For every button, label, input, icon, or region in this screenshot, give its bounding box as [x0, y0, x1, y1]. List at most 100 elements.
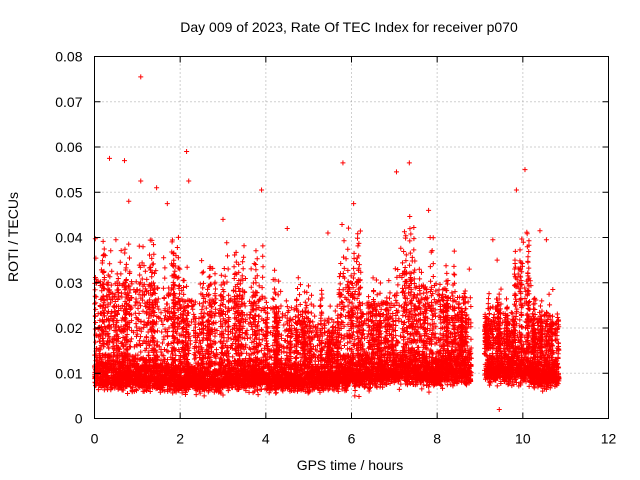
data-point: [212, 286, 218, 292]
data-point: [126, 241, 132, 247]
chart-title: Day 009 of 2023, Rate Of TEC Index for r…: [180, 19, 518, 35]
data-point: [295, 275, 301, 281]
data-point: [255, 392, 261, 398]
data-point: [213, 347, 219, 353]
data-point: [150, 261, 156, 267]
data-point: [130, 371, 136, 377]
data-point: [201, 310, 207, 316]
data-point: [197, 281, 203, 287]
data-point: [115, 287, 121, 293]
data-point: [125, 377, 131, 383]
data-point: [160, 285, 166, 291]
data-point: [159, 329, 165, 335]
data-point: [92, 287, 98, 293]
data-point: [200, 280, 206, 286]
data-point: [106, 353, 112, 359]
data-point: [183, 329, 189, 335]
data-point: [128, 336, 134, 342]
data-point: [140, 244, 146, 250]
data-point: [123, 276, 129, 282]
data-point: [260, 243, 266, 249]
data-point: [212, 271, 218, 277]
data-point: [231, 264, 237, 270]
data-point: [176, 291, 182, 297]
data-point: [190, 306, 196, 312]
data-point: [131, 388, 137, 394]
data-point: [270, 295, 276, 301]
data-point: [138, 349, 144, 355]
data-point: [180, 277, 186, 283]
data-point: [231, 276, 237, 282]
data-point: [271, 286, 277, 292]
data-point: [123, 261, 129, 267]
data-point: [99, 356, 105, 362]
data-point: [128, 384, 134, 390]
data-point: [175, 234, 181, 240]
data-point: [225, 332, 231, 338]
data-point: [271, 296, 277, 302]
data-point: [184, 264, 190, 270]
data-point: [133, 279, 139, 285]
data-point: [241, 254, 247, 260]
data-point: [222, 273, 228, 279]
data-point: [101, 387, 107, 393]
data-point: [136, 243, 142, 249]
data-point: [106, 367, 112, 373]
data-point: [161, 295, 167, 301]
data-point: [129, 387, 135, 393]
data-point: [149, 274, 155, 280]
data-point: [133, 321, 139, 327]
data-point: [93, 306, 99, 312]
data-point: [263, 338, 269, 344]
data-point: [226, 292, 232, 298]
data-point: [93, 339, 99, 345]
data-point: [335, 388, 341, 394]
data-point: [100, 238, 106, 244]
data-point: [199, 307, 205, 313]
data-point: [122, 250, 128, 256]
data-point: [108, 248, 114, 254]
data-point: [253, 248, 259, 254]
data-point: [240, 266, 246, 272]
data-point: [154, 339, 160, 345]
data-point: [240, 259, 246, 265]
data-point: [295, 286, 301, 292]
data-point: [224, 240, 230, 246]
data-point: [236, 261, 242, 267]
data-point: [120, 357, 126, 363]
data-point: [144, 276, 150, 282]
data-point: [254, 256, 260, 262]
data-point: [161, 255, 167, 261]
data-point: [253, 267, 259, 273]
data-point: [109, 268, 115, 274]
data-point: [115, 276, 121, 282]
data-point: [199, 270, 205, 276]
data-point: [162, 326, 168, 332]
data-point: [117, 259, 123, 265]
data-point: [273, 390, 279, 396]
data-point: [135, 305, 141, 311]
data-point: [108, 361, 114, 367]
data-point: [108, 386, 114, 392]
data-point: [119, 387, 125, 393]
data-point: [200, 269, 206, 275]
data-point: [113, 383, 119, 389]
data-point: [126, 255, 132, 261]
data-point: [260, 253, 266, 259]
data-point: [92, 293, 98, 299]
data-point: [305, 283, 311, 289]
data-point: [293, 354, 299, 360]
data-point: [184, 283, 190, 289]
data-point: [118, 290, 124, 296]
data-point: [206, 274, 212, 280]
data-point: [247, 335, 253, 341]
data-point: [93, 300, 99, 306]
data-point: [133, 296, 139, 302]
data-point: [294, 296, 300, 302]
data-point: [241, 243, 247, 249]
data-point: [218, 272, 224, 278]
data-point: [275, 292, 281, 298]
data-point: [92, 236, 98, 242]
data-point: [260, 264, 266, 270]
